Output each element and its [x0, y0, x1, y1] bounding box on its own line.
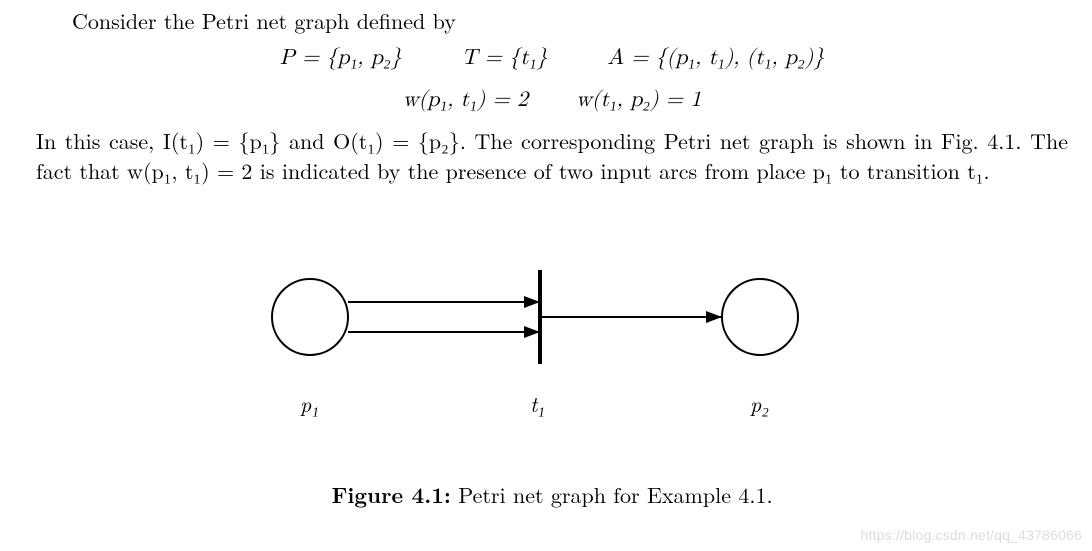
caption-label: Figure 4.1:	[331, 479, 450, 510]
intro-text: Consider the Petri net graph defined by	[72, 5, 456, 36]
eq-term: T = {t₁}	[462, 47, 548, 69]
transition-label-t1: t₁	[530, 388, 545, 419]
equation-line-2: w(p₁, t₁) = 2 w(t₁, p₂) = 1	[36, 86, 1068, 116]
eq-term: w(p₁, t₁) = 2	[403, 89, 528, 111]
eq-term: w(t₁, p₂) = 1	[576, 89, 701, 111]
place-p1	[272, 279, 348, 355]
body-paragraph: In this case, I(t₁) = {p₁} and O(t₁) = {…	[36, 126, 1068, 185]
equation-line-1: P = {p₁, p₂} T = {t₁} A = {(p₁, t₁), (t₁, …	[36, 44, 1068, 74]
petri-net-diagram: p₁ p₂ t₁	[0, 262, 1092, 432]
place-label-p1: p₁	[300, 388, 319, 419]
page: Consider the Petri net graph defined by …	[0, 0, 1092, 551]
place-p2	[722, 279, 798, 355]
caption-text: Petri net graph for Example 4.1.	[451, 479, 773, 510]
intro-paragraph: Consider the Petri net graph defined by	[36, 6, 1068, 36]
eq-term: A = {(p₁, t₁), (t₁, p₂)}	[607, 47, 824, 69]
eq-term: P = {p₁, p₂}	[280, 47, 402, 69]
figure-caption: Figure 4.1: Petri net graph for Example …	[36, 480, 1068, 510]
watermark: https://blog.csdn.net/qq_43786066	[861, 526, 1082, 545]
petri-net-svg: p₁ p₂ t₁	[0, 262, 1092, 432]
place-label-p2: p₂	[750, 388, 769, 419]
body-text: In this case, I(t₁) = {p₁} and O(t₁) = {…	[36, 125, 1068, 186]
